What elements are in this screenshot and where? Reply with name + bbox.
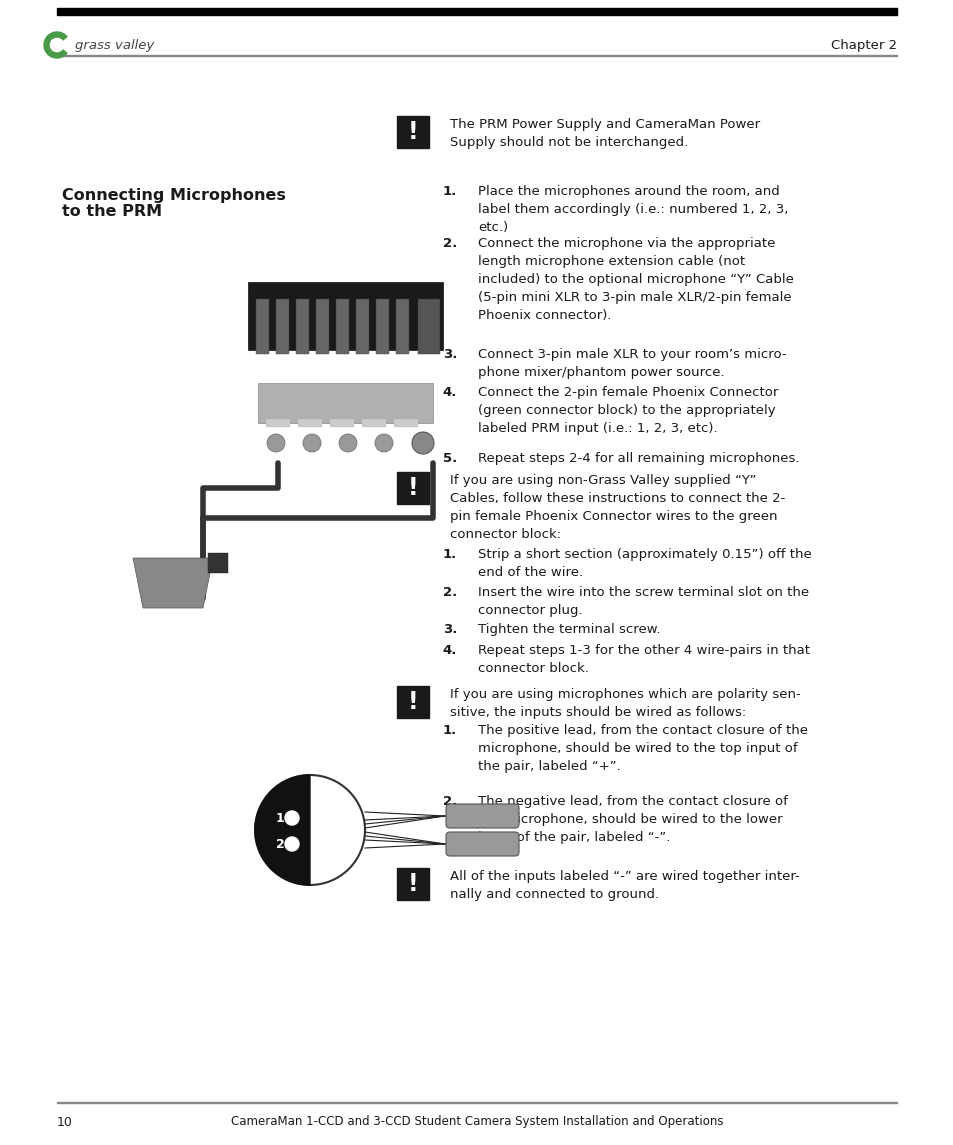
Circle shape [375,434,393,452]
Bar [395,299,409,354]
Text: Repeat steps 2-4 for all remaining microphones.: Repeat steps 2-4 for all remaining micro… [477,452,799,465]
Text: The PRM Power Supply and CameraMan Power
Supply should not be interchanged.: The PRM Power Supply and CameraMan Power… [450,118,760,149]
Text: If you are using microphones which are polarity sen-
sitive, the inputs should b: If you are using microphones which are p… [450,688,800,719]
Bar [375,299,389,354]
Bar [361,419,386,427]
Bar [257,382,433,423]
Bar [394,419,417,427]
Text: grass valley: grass valley [75,39,154,52]
Bar [275,299,289,354]
Polygon shape [254,775,310,885]
Bar [315,299,329,354]
Text: CameraMan 1-CCD and 3-CCD Student Camera System Installation and Operations: CameraMan 1-CCD and 3-CCD Student Camera… [231,1115,722,1129]
Text: !: ! [407,690,417,714]
Text: The negative lead, from the contact closure of
the microphone, should be wired t: The negative lead, from the contact clos… [477,795,787,844]
Text: 2.: 2. [442,795,456,808]
Text: Insert the wire into the screw terminal slot on the
connector plug.: Insert the wire into the screw terminal … [477,586,808,617]
Text: If you are using non-Grass Valley supplied “Y”
Cables, follow these instructions: If you are using non-Grass Valley suppli… [450,474,784,540]
Text: Place the microphones around the room, and
label them accordingly (i.e.: numbere: Place the microphones around the room, a… [477,185,787,234]
Polygon shape [132,558,213,608]
Circle shape [267,434,285,452]
Bar [266,419,290,427]
Bar [295,299,309,354]
Bar [417,299,439,354]
Text: 3.: 3. [442,348,456,361]
FancyBboxPatch shape [396,472,429,504]
Circle shape [285,811,298,826]
Text: Chapter 2: Chapter 2 [830,39,896,52]
Text: !: ! [407,476,417,500]
Text: 1: 1 [275,812,284,824]
Circle shape [303,434,320,452]
Text: 3.: 3. [442,623,456,635]
Text: !: ! [407,120,417,144]
Text: 1.: 1. [442,724,456,737]
Text: 2: 2 [275,837,284,851]
FancyBboxPatch shape [446,804,518,828]
Circle shape [338,434,356,452]
Text: 5.: 5. [442,452,456,465]
Text: 1.: 1. [442,185,456,198]
Text: Connect 3-pin male XLR to your room’s micro-
phone mixer/phantom power source.: Connect 3-pin male XLR to your room’s mi… [477,348,786,379]
Bar [330,419,354,427]
Text: Connecting Microphones: Connecting Microphones [62,188,286,203]
Text: 10: 10 [57,1115,72,1129]
Bar [297,419,322,427]
Text: The positive lead, from the contact closure of the
microphone, should be wired t: The positive lead, from the contact clos… [477,724,807,773]
Text: 4.: 4. [442,643,456,657]
Text: Repeat steps 1-3 for the other 4 wire-pairs in that
connector block.: Repeat steps 1-3 for the other 4 wire-pa… [477,643,809,676]
Text: Connect the 2-pin female Phoenix Connector
(green connector block) to the approp: Connect the 2-pin female Phoenix Connect… [477,386,778,435]
Bar [355,299,369,354]
Text: 1.: 1. [442,548,456,561]
Circle shape [412,432,434,455]
Bar [335,299,349,354]
Text: Connect the microphone via the appropriate
length microphone extension cable (no: Connect the microphone via the appropria… [477,237,793,322]
Text: All of the inputs labeled “-” are wired together inter-
nally and connected to g: All of the inputs labeled “-” are wired … [450,870,799,901]
Bar [208,553,228,572]
Circle shape [285,837,298,851]
FancyBboxPatch shape [396,868,429,900]
Text: Tighten the terminal screw.: Tighten the terminal screw. [477,623,659,635]
Circle shape [254,775,365,885]
FancyBboxPatch shape [396,116,429,148]
Polygon shape [52,40,62,52]
Text: 2.: 2. [442,237,456,250]
FancyBboxPatch shape [446,832,518,856]
Polygon shape [44,32,67,58]
Text: !: ! [407,872,417,897]
Text: Strip a short section (approximately 0.15”) off the
end of the wire.: Strip a short section (approximately 0.1… [477,548,811,579]
FancyBboxPatch shape [396,686,429,718]
Text: 2.: 2. [442,586,456,599]
Bar [255,299,269,354]
Bar [57,8,896,15]
Text: 4.: 4. [442,386,456,398]
Bar [248,282,442,350]
Text: to the PRM: to the PRM [62,204,162,219]
